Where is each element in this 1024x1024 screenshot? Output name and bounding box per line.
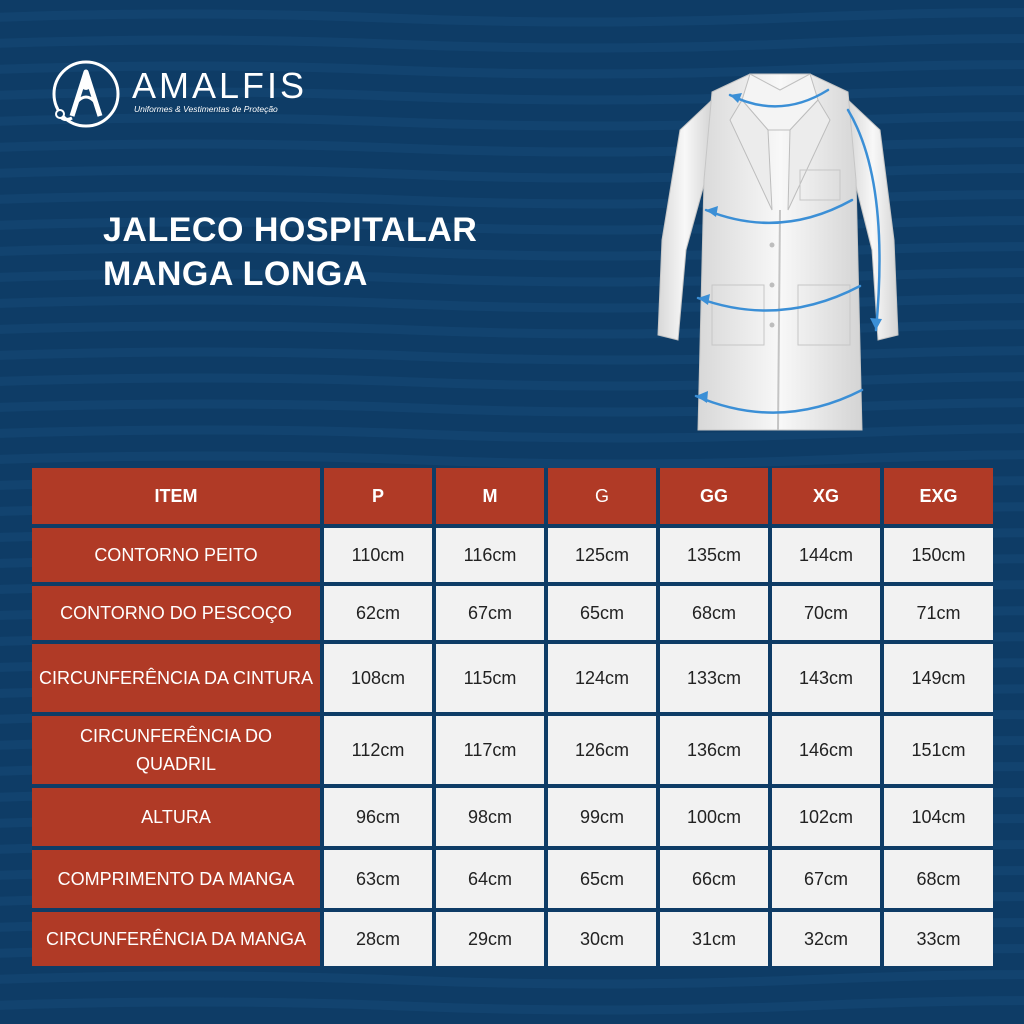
table-row: ALTURA 96cm 98cm 99cm 100cm 102cm 104cm — [32, 788, 993, 850]
row-item-label: CIRCUNFERÊNCIA DA CINTURA — [32, 644, 324, 716]
header-size-xg: XG — [772, 468, 884, 528]
wave-line — [0, 190, 1024, 209]
row-item-label: CONTORNO DO PESCOÇO — [32, 586, 324, 644]
measurement-cell: 144cm — [772, 528, 884, 586]
row-item-label: CIRCUNFERÊNCIA DA MANGA — [32, 912, 324, 970]
measurement-cell: 135cm — [660, 528, 772, 586]
measurement-cell: 136cm — [660, 716, 772, 788]
measurement-cell: 33cm — [884, 912, 993, 970]
measurement-cell: 28cm — [324, 912, 436, 970]
measurement-cell: 151cm — [884, 716, 993, 788]
measurement-cell: 63cm — [324, 850, 436, 912]
title-line-2: MANGA LONGA — [103, 255, 368, 293]
measurement-cell: 124cm — [548, 644, 660, 716]
title-line-1: JALECO HOSPITALAR — [103, 211, 478, 249]
measurement-cell: 110cm — [324, 528, 436, 586]
measurement-cell: 68cm — [884, 850, 993, 912]
table-row: CIRCUNFERÊNCIA DA CINTURA 108cm 115cm 124cm… — [32, 644, 993, 716]
wave-line — [0, 398, 1024, 417]
wave-line — [0, 112, 1024, 131]
wave-line — [0, 86, 1024, 105]
measurement-cell: 68cm — [660, 586, 772, 644]
measurement-cell: 98cm — [436, 788, 548, 850]
table-row: CIRCUNFERÊNCIA DO QUADRIL 112cm 117cm 126cm… — [32, 716, 993, 788]
size-chart-table: ITEM P M G GG XG EXG CONTORNO PEITO 110cm… — [32, 468, 993, 970]
wave-line — [0, 8, 1024, 27]
wave-line — [0, 34, 1024, 53]
page-title: JALECO HOSPITALAR MANGA LONGA — [103, 208, 477, 296]
table-row: CIRCUNFERÊNCIA DA MANGA 28cm 29cm 30cm 31cm 3… — [32, 912, 993, 970]
wave-line — [0, 970, 1024, 989]
measurement-cell: 32cm — [772, 912, 884, 970]
brand-name: AMALFIS — [132, 65, 308, 106]
measurement-cell: 71cm — [884, 586, 993, 644]
wave-line — [0, 346, 1024, 365]
wave-line — [0, 138, 1024, 157]
wave-line — [0, 268, 1024, 287]
measurement-cell: 65cm — [548, 850, 660, 912]
table-row: CONTORNO DO PESCOÇO 62cm 67cm 65cm 68cm 70cm 7… — [32, 586, 993, 644]
measurement-cell: 125cm — [548, 528, 660, 586]
wave-line — [0, 320, 1024, 339]
brand-tagline: Uniformes & Vestimentas de Proteção — [134, 104, 278, 114]
header-size-gg: GG — [660, 468, 772, 528]
measurement-cell: 66cm — [660, 850, 772, 912]
header-size-m: M — [436, 468, 548, 528]
measurement-cell: 100cm — [660, 788, 772, 850]
measurement-cell: 65cm — [548, 586, 660, 644]
measurement-cell: 143cm — [772, 644, 884, 716]
measurement-cell: 67cm — [436, 586, 548, 644]
measurement-cell: 117cm — [436, 716, 548, 788]
measurement-cell: 133cm — [660, 644, 772, 716]
measurement-cell: 70cm — [772, 586, 884, 644]
measurement-cell: 116cm — [436, 528, 548, 586]
measurement-cell: 126cm — [548, 716, 660, 788]
measurement-cell: 99cm — [548, 788, 660, 850]
row-item-label: COMPRIMENTO DA MANGA — [32, 850, 324, 912]
measurement-cell: 104cm — [884, 788, 993, 850]
measurement-cell: 108cm — [324, 644, 436, 716]
brand-logo: AMALFIS Uniformes & Vestimentas de Prote… — [50, 58, 310, 128]
measurement-cell: 102cm — [772, 788, 884, 850]
row-item-label: CONTORNO PEITO — [32, 528, 324, 586]
measurement-cell: 96cm — [324, 788, 436, 850]
wave-line — [0, 164, 1024, 183]
wave-line — [0, 450, 1024, 469]
measurement-cell: 67cm — [772, 850, 884, 912]
amalfis-logo-icon — [52, 60, 120, 128]
wave-line — [0, 996, 1024, 1015]
wave-line — [0, 216, 1024, 235]
measurement-cell: 29cm — [436, 912, 548, 970]
wave-line — [0, 294, 1024, 313]
table-row: COMPRIMENTO DA MANGA 63cm 64cm 65cm 66cm 67cm… — [32, 850, 993, 912]
row-item-label: ALTURA — [32, 788, 324, 850]
wave-line — [0, 424, 1024, 443]
measurement-cell: 31cm — [660, 912, 772, 970]
measurement-cell: 112cm — [324, 716, 436, 788]
measurement-cell: 149cm — [884, 644, 993, 716]
header-size-exg: EXG — [884, 468, 993, 528]
wave-line — [0, 372, 1024, 391]
wave-line — [0, 242, 1024, 261]
measurement-cell: 64cm — [436, 850, 548, 912]
measurement-cell: 30cm — [548, 912, 660, 970]
lab-coat-image — [657, 73, 899, 431]
measurement-cell: 115cm — [436, 644, 548, 716]
row-item-label: CIRCUNFERÊNCIA DO QUADRIL — [32, 716, 324, 788]
measurement-cell: 146cm — [772, 716, 884, 788]
header-size-g: G — [548, 468, 660, 528]
table-header-row: ITEM P M G GG XG EXG — [32, 468, 993, 528]
header-item: ITEM — [32, 468, 324, 528]
measurement-cell: 150cm — [884, 528, 993, 586]
header-size-p: P — [324, 468, 436, 528]
table-row: CONTORNO PEITO 110cm 116cm 125cm 135cm 144cm 1… — [32, 528, 993, 586]
wave-line — [0, 60, 1024, 79]
measurement-cell: 62cm — [324, 586, 436, 644]
